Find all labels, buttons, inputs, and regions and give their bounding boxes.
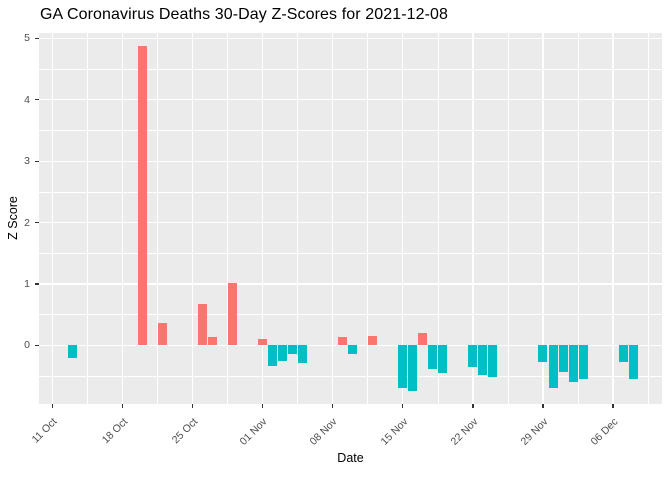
x-tick-mark: [332, 404, 334, 408]
minor-gridline-horizontal: [39, 314, 662, 316]
bar-negative: [428, 345, 438, 369]
x-tick-mark: [51, 404, 54, 408]
x-tick-mark: [612, 404, 614, 408]
bar-negative: [578, 345, 588, 380]
bar-negative: [558, 345, 568, 373]
major-gridline-horizontal: [39, 283, 662, 285]
plot-panel: [39, 33, 662, 404]
x-tick-label: 06 Dec: [588, 415, 621, 448]
y-tick-label: 4: [24, 93, 30, 106]
bar-negative: [68, 345, 78, 358]
major-gridline-horizontal: [39, 160, 662, 162]
bar-negative: [438, 345, 448, 374]
x-tick-label-anchor: 06 Dec: [516, 414, 620, 448]
x-tick-mark: [191, 404, 194, 408]
minor-gridline-vertical: [507, 33, 509, 404]
major-gridline-horizontal: [39, 37, 662, 40]
minor-gridline-horizontal: [39, 375, 662, 377]
bar-positive: [198, 303, 208, 346]
minor-gridline-horizontal: [39, 191, 662, 193]
bar-negative: [408, 345, 418, 391]
x-tick-mark: [402, 404, 404, 408]
y-tick-label: 3: [24, 155, 30, 168]
x-tick-mark: [262, 404, 264, 408]
x-tick-mark: [472, 404, 474, 408]
minor-gridline-vertical: [297, 33, 299, 404]
minor-gridline-horizontal: [39, 252, 662, 254]
bar-positive: [158, 322, 168, 346]
minor-gridline-horizontal: [39, 68, 662, 70]
major-gridline-horizontal: [39, 99, 662, 101]
x-axis-title: Date: [337, 451, 364, 465]
bar-negative: [288, 345, 298, 354]
bar-positive: [228, 283, 238, 346]
bar-negative: [628, 345, 638, 379]
y-tick-mark: [34, 221, 39, 224]
major-gridline-vertical: [51, 33, 54, 404]
bar-positive: [138, 46, 148, 346]
bar-negative: [548, 345, 558, 388]
major-gridline-vertical: [402, 33, 404, 404]
bar-positive: [258, 339, 268, 346]
bar-positive: [338, 337, 348, 346]
minor-gridline-vertical: [157, 33, 158, 404]
chart-title: GA Coronavirus Deaths 30-Day Z-Scores fo…: [40, 6, 449, 23]
bar-positive: [418, 333, 428, 346]
bar-negative: [348, 345, 358, 354]
bar-positive: [208, 337, 218, 346]
bar-negative: [468, 345, 478, 367]
bar-negative: [618, 345, 628, 362]
major-gridline-vertical: [121, 33, 124, 404]
minor-gridline-vertical: [367, 33, 369, 404]
x-tick-mark: [121, 404, 124, 408]
bar-positive: [368, 335, 378, 346]
major-gridline-vertical: [612, 33, 614, 404]
minor-gridline-horizontal: [39, 130, 662, 131]
minor-gridline-vertical: [227, 33, 228, 404]
bar-negative: [298, 345, 308, 363]
bar-negative: [488, 345, 498, 378]
major-gridline-vertical: [542, 33, 544, 404]
x-tick-mark: [542, 404, 544, 408]
y-tick-mark: [34, 37, 39, 40]
y-tick-label: 0: [24, 339, 30, 352]
minor-gridline-vertical: [87, 33, 88, 404]
y-tick-mark: [34, 160, 39, 162]
major-gridline-vertical: [472, 33, 474, 404]
y-tick-label: 5: [24, 32, 30, 45]
bar-negative: [478, 345, 488, 376]
bar-negative: [398, 345, 408, 388]
y-tick-mark: [34, 283, 39, 285]
y-tick-mark: [34, 99, 39, 101]
major-gridline-horizontal: [39, 221, 662, 224]
major-gridline-vertical: [332, 33, 334, 404]
y-tick-label: 1: [24, 278, 30, 290]
minor-gridline-vertical: [437, 33, 439, 404]
bar-negative: [268, 345, 278, 366]
minor-gridline-vertical: [647, 33, 649, 404]
major-gridline-vertical: [191, 33, 194, 404]
y-tick-mark: [34, 344, 39, 347]
minor-gridline-vertical: [577, 33, 579, 404]
bar-negative: [538, 345, 548, 362]
y-tick-label: 2: [24, 216, 30, 229]
bar-negative: [568, 345, 578, 382]
bar-negative: [278, 345, 288, 362]
major-gridline-vertical: [262, 33, 264, 404]
